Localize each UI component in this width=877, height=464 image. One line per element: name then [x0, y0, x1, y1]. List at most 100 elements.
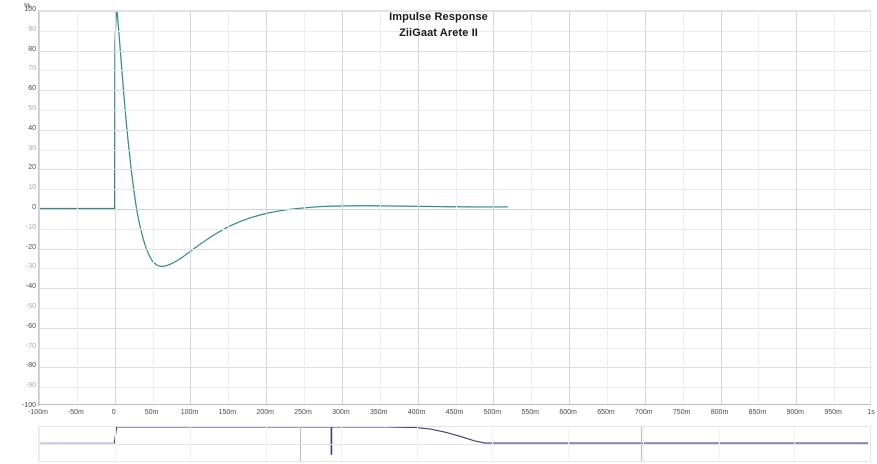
navigator-gridline — [114, 427, 116, 461]
y-gridline — [39, 209, 870, 210]
y-axis-unit-label: % — [24, 1, 31, 10]
navigator-gridline — [643, 427, 645, 461]
x-gridline — [569, 11, 571, 406]
navigator-gridline — [870, 427, 871, 461]
plot-panel: % 100 90 80 70 60 50 40 30 20 10 0 -10 -20 -30 -40 -50-… — [22, 1, 875, 416]
y-axis-tick-label: -80 — [25, 362, 36, 370]
x-axis-tick-label: 600m — [559, 409, 577, 416]
x-axis-tick-label: 100m — [180, 409, 199, 416]
y-axis-tick-label: 90 — [28, 25, 36, 33]
y-axis-tick-label: 20 — [28, 164, 36, 172]
navigator-gridline — [567, 427, 569, 461]
navigator-gridline — [492, 427, 494, 461]
y-gridline — [39, 169, 870, 171]
navigator-overview-svg — [39, 427, 869, 455]
x-axis-tick-label: 700m — [635, 409, 653, 416]
y-axis-tick-label: 10 — [28, 184, 36, 192]
x-axis-line — [38, 404, 871, 405]
x-gridline — [606, 11, 608, 406]
y-axis-tick-label: 60 — [28, 85, 36, 93]
x-axis-tick-label: 500m — [483, 409, 502, 416]
x-gridline — [266, 11, 268, 406]
y-gridline — [39, 90, 870, 92]
x-axis-tick-label: 900m — [786, 409, 805, 416]
x-gridline — [796, 11, 798, 406]
y-axis-tick-label: -40 — [25, 283, 36, 291]
y-axis-tick-label: -50 — [25, 303, 36, 310]
impulse-response-curve-svg — [39, 11, 508, 267]
x-gridline — [114, 11, 116, 406]
x-gridline — [417, 11, 419, 406]
x-gridline — [304, 11, 306, 406]
y-axis-tick-label: -20 — [25, 243, 36, 251]
y-gridline — [39, 50, 870, 52]
x-gridline — [76, 11, 78, 406]
x-axis-tick-label: 200m — [256, 409, 274, 416]
y-gridline — [39, 110, 870, 111]
y-gridline — [39, 11, 870, 12]
y-gridline — [39, 149, 870, 151]
y-axis-tick-label: -10 — [25, 223, 36, 231]
y-gridline — [39, 288, 870, 290]
x-gridline — [455, 11, 457, 406]
navigator-gridline — [39, 427, 40, 461]
x-gridline — [644, 11, 646, 406]
y-gridline — [39, 70, 870, 72]
x-gridline — [682, 11, 684, 406]
y-axis-tick-label: 40 — [28, 124, 36, 132]
x-axis: -100m -50m 0 50m 100m 150m 200m 250m 300m 350m 400… — [0, 404, 877, 424]
x-gridline — [493, 11, 495, 406]
x-axis-tick-label: 50m — [144, 409, 159, 416]
x-gridline — [39, 11, 40, 406]
y-gridline — [39, 30, 870, 32]
navigator-panel[interactable] — [0, 424, 877, 464]
y-axis-tick-label: 80 — [28, 45, 36, 53]
x-axis-tick-label: 850m — [748, 409, 767, 416]
y-gridline — [39, 248, 870, 250]
y-axis-tick-label: 100 — [24, 6, 36, 13]
x-gridline — [531, 11, 533, 406]
y-axis-tick-label: -60 — [25, 322, 36, 330]
x-axis-tick-label: 800m — [710, 409, 729, 416]
x-axis-tick-label: 450m — [445, 409, 464, 416]
y-gridline — [39, 268, 870, 270]
x-axis-tick-label: 250m — [294, 409, 312, 416]
y-axis-tick-label: 30 — [28, 144, 36, 152]
y-axis-tick-label: -100 — [21, 402, 36, 409]
y-gridline — [39, 327, 870, 329]
x-axis-tick-label: 300m — [332, 409, 350, 416]
navigator-gridline — [794, 427, 796, 461]
y-gridline — [39, 367, 870, 369]
x-axis-tick-label: 550m — [521, 409, 539, 416]
y-axis-tick-label: 0 — [32, 204, 36, 211]
x-gridline — [341, 11, 343, 406]
navigator-gridline — [416, 427, 418, 461]
y-axis-tick-label: 50 — [28, 105, 36, 112]
x-axis-tick-label: 350m — [370, 409, 388, 416]
y-gridline — [39, 308, 870, 309]
x-gridline — [228, 11, 230, 406]
x-axis-tick-label: 950m — [824, 409, 842, 416]
x-gridline — [720, 11, 722, 406]
plot-area[interactable] — [38, 10, 871, 406]
y-gridline — [39, 387, 870, 389]
navigator-selected-overview-line — [113, 427, 869, 444]
x-axis-tick-label: 750m — [672, 409, 691, 416]
x-axis-tick-label: 650m — [597, 409, 615, 416]
y-gridline — [39, 228, 870, 230]
x-axis-tick-label: 0 — [111, 409, 116, 416]
x-axis-tick-label: -100m — [28, 409, 48, 416]
y-gridline — [39, 347, 870, 349]
y-axis-tick-label: -90 — [25, 382, 36, 390]
navigator-gridline — [341, 427, 343, 461]
x-gridline — [758, 11, 760, 406]
x-gridline — [190, 11, 192, 406]
navigator-zero-line — [39, 444, 870, 445]
impulse-response-line — [39, 11, 508, 267]
y-gridline — [39, 189, 870, 191]
navigator-area[interactable] — [38, 426, 871, 462]
x-gridline — [379, 11, 381, 406]
x-axis-tick-label: 1s — [867, 409, 875, 416]
navigator-gridline — [265, 427, 267, 461]
